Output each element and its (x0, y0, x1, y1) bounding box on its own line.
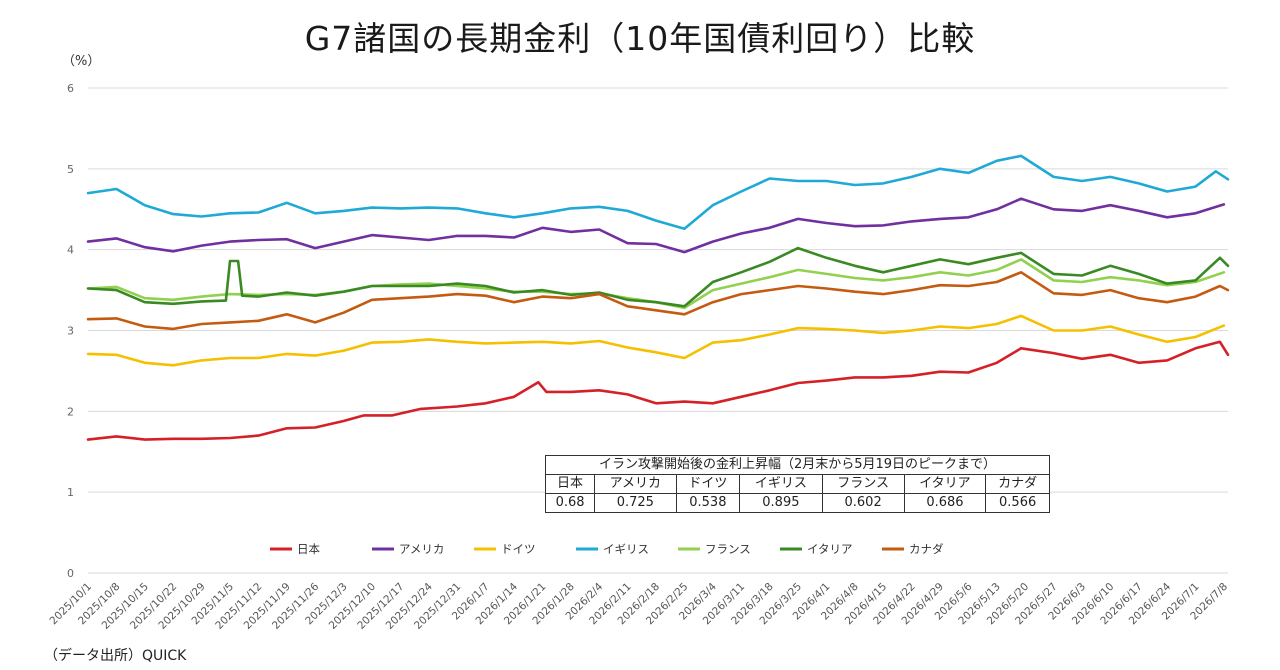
rise-table-value-row: 0.68 0.725 0.538 0.895 0.602 0.686 0.566 (544, 493, 1050, 513)
rise-table-header: イタリア (903, 474, 987, 494)
rise-table-value: 0.725 (594, 493, 677, 513)
rise-table-header: カナダ (985, 474, 1050, 494)
series-line-usa (86, 197, 1226, 254)
rise-table-value: 0.895 (739, 493, 823, 513)
legend: 日本 アメリカ ドイツ イギリス フランス イタリア カナダ (270, 542, 944, 556)
rise-table-header: ドイツ (675, 474, 741, 494)
series-line-france (86, 258, 1226, 310)
legend-label: イギリス (603, 542, 649, 556)
series-line-italy (86, 246, 1230, 308)
legend-label: 日本 (297, 542, 320, 556)
legend-label: ドイツ (501, 542, 536, 556)
y-tick-label: 2 (67, 405, 74, 418)
x-axis-ticks: 2025/10/12025/10/82025/10/152025/10/2220… (48, 580, 1231, 632)
rise-table-value: 0.686 (903, 493, 987, 513)
legend-label: アメリカ (399, 542, 444, 556)
rise-table-header: アメリカ (594, 474, 677, 494)
series-line-canada (86, 271, 1230, 331)
y-axis-ticks: 0 1 2 3 4 5 6 (67, 82, 74, 580)
rise-table-caption: イラン攻撃開始後の金利上昇幅（2月末から5月19日のピークまで） (545, 455, 1050, 475)
data-source: （データ出所）QUICK (44, 648, 187, 664)
rise-table-value: 0.602 (821, 493, 905, 513)
rise-table-value: 0.538 (675, 493, 741, 513)
rise-table-header: フランス (821, 474, 905, 494)
y-tick-label: 1 (67, 486, 74, 499)
y-tick-label: 3 (67, 325, 74, 338)
series-line-uk (86, 154, 1230, 230)
series-lines (86, 154, 1230, 441)
y-axis-unit: （%） (62, 54, 101, 69)
legend-label: カナダ (909, 542, 944, 556)
y-tick-label: 4 (67, 244, 74, 257)
rise-table: イラン攻撃開始後の金利上昇幅（2月末から5月19日のピークまで） 日本 アメリカ… (544, 455, 1050, 513)
series-line-germany (86, 314, 1226, 367)
chart-title: G7諸国の長期金利（10年国債利回り）比較 (304, 19, 976, 58)
rise-table-header-row: 日本 アメリカ ドイツ イギリス フランス イタリア カナダ (544, 474, 1050, 494)
rise-table-header: イギリス (739, 474, 823, 494)
y-tick-label: 0 (67, 567, 74, 580)
series-line-japan (86, 340, 1230, 441)
y-tick-label: 6 (67, 82, 74, 95)
rise-table-value: 0.566 (985, 493, 1050, 513)
legend-label: フランス (705, 542, 751, 556)
legend-label: イタリア (807, 542, 853, 556)
rise-table-value: 0.68 (544, 493, 596, 513)
y-tick-label: 5 (67, 163, 74, 176)
rise-table-header: 日本 (544, 474, 596, 494)
